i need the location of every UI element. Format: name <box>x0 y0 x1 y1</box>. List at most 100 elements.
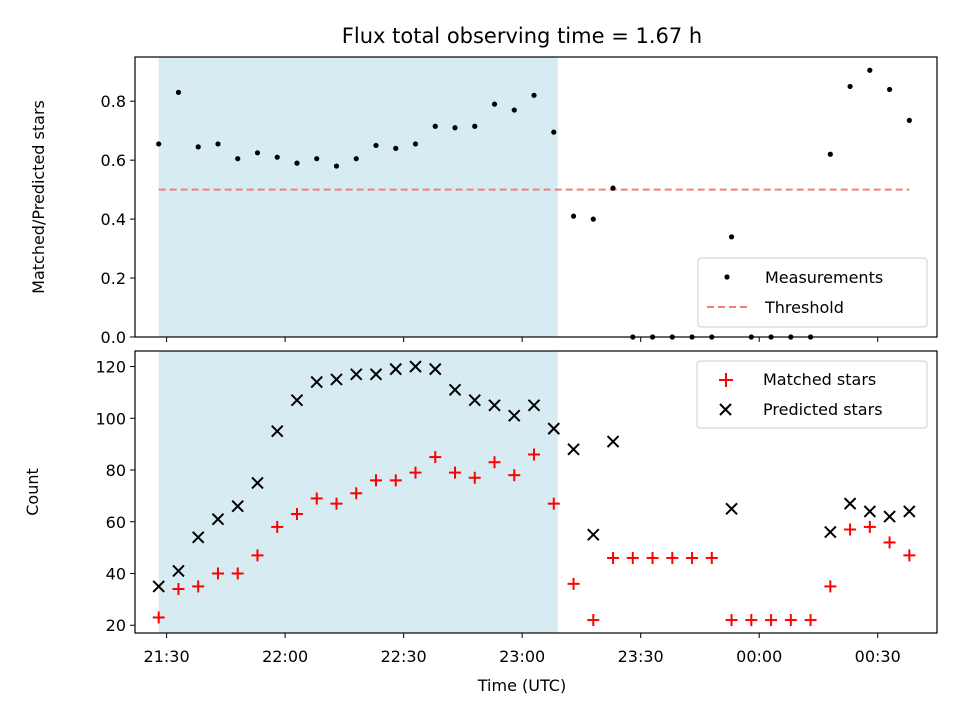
y-tick-label: 0.0 <box>101 328 126 347</box>
predicted-star-point <box>883 510 896 523</box>
legend-measurements-marker <box>724 274 730 280</box>
matched-star-point <box>508 469 521 482</box>
predicted-star-point <box>152 580 165 593</box>
matched-star-point <box>705 551 718 564</box>
measurement-point <box>906 117 912 123</box>
measurement-point <box>531 92 537 98</box>
matched-star-point <box>172 583 185 596</box>
measurement-point <box>847 83 853 90</box>
predicted-star-point <box>231 500 244 513</box>
predicted-star-point <box>192 531 205 544</box>
predicted-star-point <box>448 383 462 397</box>
measurement-point <box>432 123 438 129</box>
measurement-point <box>195 144 201 150</box>
measurement-point <box>570 213 577 219</box>
x-tick-label: 00:00 <box>736 647 782 666</box>
predicted-star-point <box>172 564 185 578</box>
predicted-star-point <box>290 393 304 407</box>
matched-star-point <box>488 456 501 469</box>
measurement-point <box>333 163 340 169</box>
predicted-star-point <box>547 422 560 435</box>
measurement-point <box>314 156 320 162</box>
y-tick-label: 100 <box>95 409 126 428</box>
top-legend: Measurements Threshold <box>697 257 928 328</box>
matched-star-point <box>666 551 679 564</box>
measurement-point <box>175 89 182 95</box>
matched-star-point <box>152 611 165 624</box>
predicted-star-point <box>429 362 442 376</box>
predicted-star-point <box>369 368 383 381</box>
predicted-star-point <box>488 399 501 412</box>
matched-star-point <box>784 614 797 627</box>
measurement-point <box>728 234 735 240</box>
x-tick-label: 00:30 <box>855 647 901 666</box>
legend-predicted-marker <box>719 403 732 416</box>
predicted-star-point <box>863 505 877 518</box>
measurement-point <box>393 145 399 151</box>
matched-star-point <box>251 549 264 562</box>
predicted-star-point <box>251 476 264 490</box>
matched-star-point <box>350 487 363 500</box>
matched-star-point <box>646 551 659 564</box>
x-tick-label: 21:30 <box>144 647 190 666</box>
matched-star-point <box>547 497 560 510</box>
matched-star-point <box>765 614 778 627</box>
measurement-point <box>452 125 458 131</box>
measurement-point <box>235 156 241 162</box>
measurement-point <box>610 185 616 191</box>
bottom-panel: 20 40 60 80 100 120 21:30 22:00 22:30 23:00 23:30… <box>23 350 938 695</box>
matched-star-point <box>844 523 857 536</box>
measurement-point <box>551 129 557 135</box>
predicted-star-point <box>330 373 343 386</box>
predicted-star-point <box>824 525 837 539</box>
predicted-star-point <box>587 528 600 541</box>
bottom-legend: Matched stars Predicted stars <box>696 360 928 429</box>
y-tick-label: 80 <box>106 461 126 480</box>
matched-star-point <box>863 520 876 533</box>
matched-star-point <box>231 567 244 580</box>
chart-title: Flux total observing time = 1.67 h <box>342 24 702 48</box>
top-y-axis-label: Matched/Predicted stars <box>29 100 48 294</box>
top-y-ticks: 0.0 0.2 0.4 0.6 0.8 <box>101 92 135 347</box>
y-tick-label: 20 <box>106 616 126 635</box>
matched-star-point <box>449 466 462 479</box>
matched-star-point <box>330 497 343 510</box>
top-axes-frame <box>134 56 938 338</box>
matched-star-point <box>725 614 738 627</box>
x-tick-label: 22:30 <box>381 647 427 666</box>
matched-star-point <box>310 492 323 505</box>
legend-threshold-label: Threshold <box>764 298 844 317</box>
predicted-star-point <box>350 368 363 381</box>
matched-star-point <box>468 471 481 484</box>
matched-star-point <box>528 448 541 461</box>
matched-star-point <box>626 551 639 564</box>
predicted-star-point <box>409 360 422 373</box>
measurement-point <box>491 101 498 107</box>
top-x-ticks <box>166 337 879 342</box>
predicted-star-point <box>527 399 541 412</box>
matched-star-point <box>824 580 837 593</box>
y-tick-label: 0.6 <box>101 151 126 170</box>
y-tick-label: 120 <box>95 358 126 377</box>
matched-star-point <box>409 466 422 479</box>
measurement-point <box>827 151 833 157</box>
count-points <box>152 360 916 627</box>
measurement-point <box>156 141 162 147</box>
measurement-point <box>353 156 359 162</box>
y-tick-label: 60 <box>106 513 126 532</box>
predicted-star-point <box>567 443 580 456</box>
measurement-point <box>472 123 478 129</box>
matched-star-point <box>271 520 284 533</box>
predicted-star-point <box>211 512 225 526</box>
measurement-point <box>412 141 419 147</box>
observing-window-shade-bottom <box>158 351 558 633</box>
predicted-star-point <box>389 362 402 376</box>
matched-star-point <box>686 551 699 564</box>
predicted-star-point <box>606 435 620 448</box>
predicted-star-point <box>903 505 916 518</box>
top-panel: 0.00.20.40.60.8 Matched/Predicted stars … <box>29 56 938 347</box>
y-tick-label: 0.4 <box>101 210 126 229</box>
measurement-point <box>373 142 379 149</box>
y-tick-label: 40 <box>106 564 126 583</box>
